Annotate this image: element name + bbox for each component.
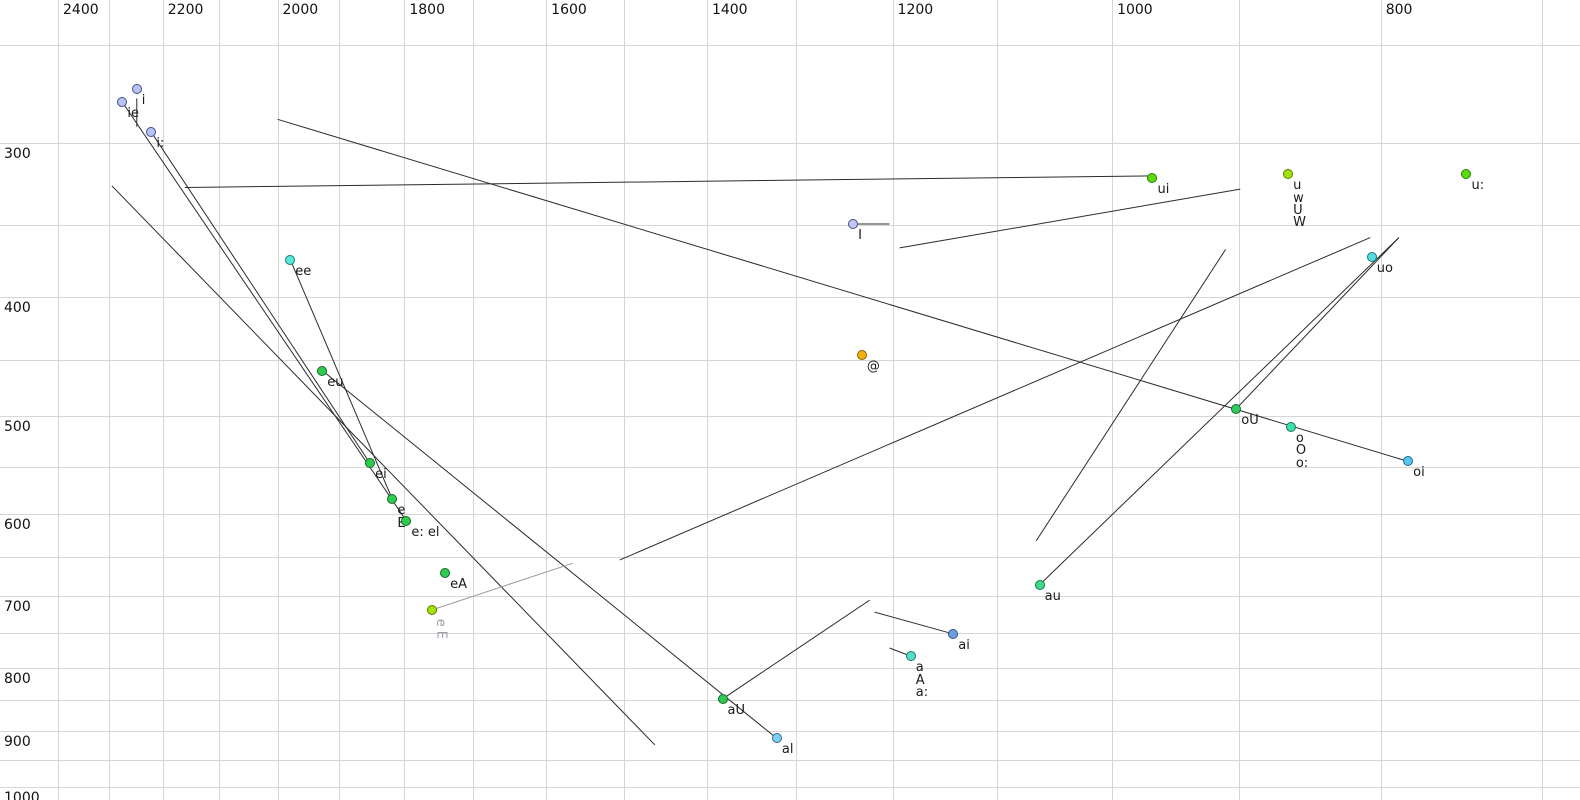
point-ie xyxy=(117,97,128,108)
point-uo xyxy=(1366,251,1377,262)
point-label-ai-0: ai xyxy=(958,637,970,653)
point-label-oi-0: oi xyxy=(1413,465,1425,481)
trajectory-line-10 xyxy=(1039,237,1400,586)
y-tick-label-400: 400 xyxy=(4,299,31,316)
point-label-eu-0: eu xyxy=(327,374,344,390)
point-oOo xyxy=(1285,421,1296,432)
point-label-oOo-1: O xyxy=(1295,443,1307,459)
y-tick-label-500: 500 xyxy=(4,419,31,436)
y-tick-label-300: 300 xyxy=(4,146,31,162)
point-label-oOo-2: o: xyxy=(1295,455,1309,471)
point-label-uo-0: uo xyxy=(1376,260,1393,276)
trajectory-line-8 xyxy=(289,259,393,500)
x-tick-label-1000: 1000 xyxy=(1117,2,1153,18)
point-label-aU-0: aU xyxy=(727,702,746,718)
point-label-al-0: al xyxy=(781,742,794,758)
point-label-ee-0: ee xyxy=(295,263,312,279)
trajectory-line-3 xyxy=(111,185,656,746)
point-ui xyxy=(1147,172,1158,183)
trajectory-line-11 xyxy=(1235,237,1400,410)
y-tick-label-800: 800 xyxy=(4,670,31,687)
point-label-oU-0: oU xyxy=(1241,412,1259,428)
point-label-@-0: @ xyxy=(866,359,880,375)
y-tick-label-1000: 1000 xyxy=(4,790,40,800)
point-al xyxy=(771,733,782,744)
point-label-aAa-2: a: xyxy=(915,685,929,701)
trajectory-line-1 xyxy=(184,175,1153,188)
point-ai xyxy=(948,628,959,639)
point-i xyxy=(146,127,157,138)
point-label-aAa-0: a xyxy=(915,660,924,676)
point-label-i-0: i xyxy=(141,92,146,108)
point-eE xyxy=(427,604,438,615)
point-label-ui-0: ui xyxy=(1157,181,1170,197)
x-tick-label-1600: 1600 xyxy=(551,2,587,18)
trajectory-line-2 xyxy=(277,118,1409,462)
point-label-I-0: I xyxy=(858,227,862,243)
trajectory-line-14 xyxy=(431,562,573,611)
trajectory-line-12 xyxy=(1035,249,1227,542)
trajectory-line-15 xyxy=(722,599,870,700)
trajectory-line-4 xyxy=(121,101,407,522)
point-label-eE-0: e xyxy=(433,618,449,627)
point-label-oOo-0: o xyxy=(1295,430,1304,446)
point-label-i-0: i: xyxy=(156,136,165,152)
point-label-eE-0: e xyxy=(397,503,406,519)
point-label-uwUW-2: U xyxy=(1293,202,1303,218)
point-eA xyxy=(440,567,451,578)
point-label-uwUW-1: w xyxy=(1293,190,1304,206)
point-label-au-0: au xyxy=(1044,588,1061,604)
point-u xyxy=(1461,169,1472,180)
point-I xyxy=(848,218,859,229)
point-aU xyxy=(717,693,728,704)
y-tick-label-900: 900 xyxy=(4,733,31,750)
x-tick-label-1800: 1800 xyxy=(409,2,445,18)
point-eel xyxy=(401,515,412,526)
point-oi xyxy=(1403,456,1414,467)
point-eu xyxy=(317,365,328,376)
point-label-aAa-1: A xyxy=(915,672,925,688)
x-tick-label-2000: 2000 xyxy=(282,2,319,18)
point-i xyxy=(131,83,142,94)
x-tick-label-1200: 1200 xyxy=(897,2,934,18)
point-uwUW xyxy=(1283,169,1294,180)
point-label-ei-0: ei xyxy=(375,467,387,483)
point-eE xyxy=(387,494,398,505)
x-tick-label-800: 800 xyxy=(1385,2,1413,18)
x-tick-label-2400: 2400 xyxy=(63,2,99,18)
trajectory-line-13 xyxy=(619,237,1371,561)
x-tick-label-1400: 1400 xyxy=(711,2,748,18)
point-oU xyxy=(1231,403,1242,414)
y-tick-label-600: 600 xyxy=(4,516,31,533)
point-aAa xyxy=(905,651,916,662)
point-label-eel-0: e: el xyxy=(411,524,440,540)
trajectory-line-16 xyxy=(874,611,954,635)
trajectory-line-18 xyxy=(899,188,1241,249)
point-ei xyxy=(365,458,376,469)
trajectory-line-9 xyxy=(321,370,778,739)
x-tick-label-2200: 2200 xyxy=(167,2,204,18)
trajectory-line-5 xyxy=(150,131,371,464)
point-au xyxy=(1034,579,1045,590)
point-label-ie-0: ie xyxy=(127,106,140,122)
point-label-eE-1: E xyxy=(433,630,449,640)
point-ee xyxy=(285,254,296,265)
point-@ xyxy=(856,350,867,361)
point-label-uwUW-3: W xyxy=(1293,215,1306,231)
y-tick-label-700: 700 xyxy=(4,599,31,616)
point-label-uwUW-0: u xyxy=(1293,178,1302,194)
point-label-eA-0: eA xyxy=(450,576,468,592)
point-label-u-0: u: xyxy=(1471,178,1485,194)
